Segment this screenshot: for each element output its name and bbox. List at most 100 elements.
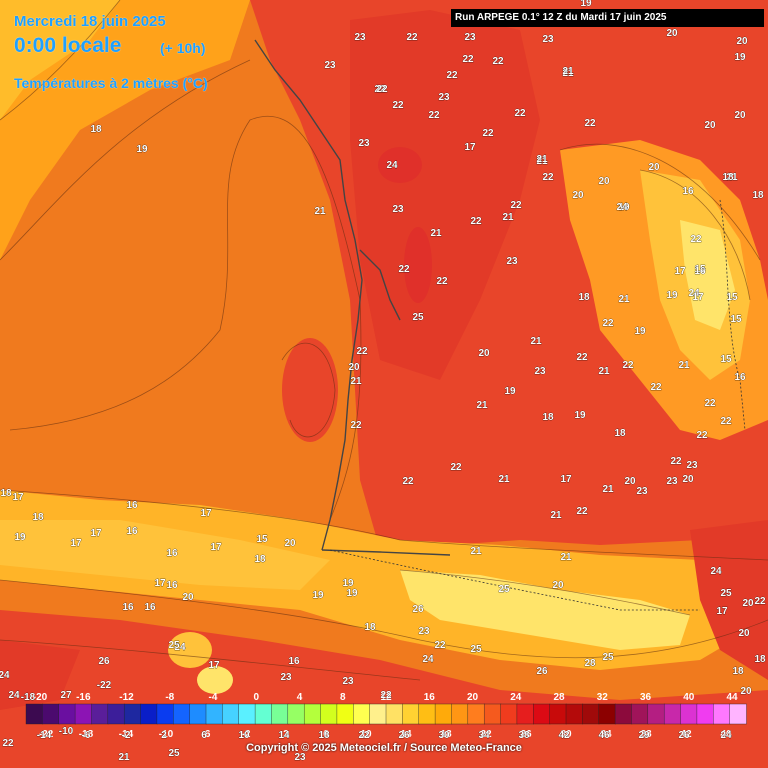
legend-swatch [614, 703, 633, 725]
temperature-value-label: 21 [350, 376, 362, 387]
temperature-value-label: 28 [584, 658, 596, 669]
temperature-value-label: 18 [0, 488, 12, 499]
legend-swatch [369, 703, 387, 725]
temperature-value-label: 20 [598, 176, 610, 187]
temperature-value-label: 17 [674, 266, 686, 277]
temperature-value-label: 20 [572, 190, 584, 201]
legend-bottom-label: -6 [202, 729, 211, 740]
temperature-value-label: 20 [666, 28, 678, 39]
temperature-value-label: 23 [636, 486, 648, 497]
temperature-value-label: 24 [616, 202, 628, 213]
temperature-value-label: 22 [482, 128, 494, 139]
temperature-value-label: 20 [738, 628, 750, 639]
legend-swatch [173, 703, 191, 725]
temperature-value-label: 10 [238, 730, 250, 741]
legend-bottom-label: -22 [39, 729, 54, 740]
temperature-value-label: 23 [438, 92, 450, 103]
forecast-date: Mercredi 18 juin 2025 [14, 13, 166, 30]
temperature-value-label: 18 [732, 666, 744, 677]
legend-top-label: 36 [640, 692, 652, 703]
temperature-value-label: 25 [168, 748, 180, 759]
temperature-value-label: 22 [670, 456, 682, 467]
temperature-value-label: 17 [716, 606, 728, 617]
temperature-value-label: 19 [666, 290, 678, 301]
legend-swatch [189, 703, 207, 725]
temperature-value-label: 16 [734, 372, 746, 383]
temperature-value-label: 18 [254, 554, 266, 565]
temperature-value-label: 19 [574, 410, 586, 421]
legend-swatch [565, 703, 584, 725]
legend-swatch [483, 703, 502, 725]
legend-swatch [451, 703, 469, 725]
temperature-value-label: -6 [82, 730, 91, 741]
temperature-value-label: 21 [562, 66, 574, 77]
temperature-value-label: 21 [678, 360, 690, 371]
temperature-value-label: 16 [126, 500, 138, 511]
temperature-value-label: 23 [324, 60, 336, 71]
borders [329, 199, 746, 611]
temperature-value-label: 16 [126, 526, 138, 537]
legend-top-label: 16 [424, 692, 436, 703]
temperature-value-label: 18 [578, 292, 590, 303]
legend-swatch [205, 703, 224, 725]
temperature-value-label: 21 [502, 212, 514, 223]
temperature-value-label: 17 [560, 474, 572, 485]
coastlines [254, 39, 451, 556]
temperature-value-label: 24 [0, 670, 10, 681]
legend-swatch [156, 703, 174, 725]
temperature-value-label: -2 [122, 730, 131, 741]
temperature-value-label: 21 [562, 68, 574, 79]
legend-swatch [91, 703, 109, 725]
temperature-value-label: 20 [682, 474, 694, 485]
legend-swatch [434, 703, 453, 725]
legend-bottom-label: 30 [560, 729, 572, 740]
temperature-value-label: 26 [678, 730, 690, 741]
legend-swatch [533, 703, 551, 725]
legend-top-label: 24 [510, 692, 522, 703]
temperature-value-label: 22 [754, 596, 766, 607]
temperature-value-label: 19 [14, 532, 26, 543]
legend-swatch [271, 703, 289, 725]
temperature-value-label: 22 [462, 54, 474, 65]
legend-top-label: -4 [209, 692, 218, 703]
legend-swatch [123, 703, 142, 725]
temperature-value-label: 15 [730, 314, 742, 325]
color-legend-bar: -20 -16 -12 -8 -4 0 4 8 12 16 20 24 28 32 36 40 44-22 -18… [25, 692, 747, 740]
temperature-value-label: 20 [734, 110, 746, 121]
temperature-value-label: 38 [518, 730, 530, 741]
temperature-value-label: 19 [734, 52, 746, 63]
temperature-value-label: -18 [21, 692, 36, 703]
temperature-value-label: 21 [536, 156, 548, 167]
temperature-value-label: 15 [256, 534, 268, 545]
temperature-value-label: 21 [498, 474, 510, 485]
temperature-value-label: 24 [720, 730, 732, 741]
temperature-value-label: 19 [136, 144, 148, 155]
temperature-value-label: 15 [720, 354, 732, 365]
temperature-value-label: 19 [312, 590, 324, 601]
legend-top-label: 0 [254, 692, 260, 703]
temperature-value-label: 18 [364, 622, 376, 633]
temperature-value-label: 21 [536, 154, 548, 165]
temperature-value-label: 23 [418, 626, 430, 637]
temperature-value-label: 21 [602, 484, 614, 495]
temperature-value-label: 22 [392, 100, 404, 111]
temperature-value-label: 20 [552, 580, 564, 591]
temperature-value-label: 22 [358, 730, 370, 741]
temperature-value-label: 22 [380, 690, 392, 701]
temperature-value-label: 17 [90, 528, 102, 539]
temperature-value-label: 23 [464, 32, 476, 43]
temperature-value-label: 15 [694, 264, 706, 275]
temperature-value-label: 29 [638, 730, 650, 741]
temperature-value-label: 17 [12, 492, 24, 503]
temperature-value-label: 24 [710, 566, 722, 577]
legend-bottom-label: 38 [640, 729, 652, 740]
temperature-value-label: 23 [294, 752, 306, 763]
temperature-value-label: 21 [550, 510, 562, 521]
temperature-value-label: 20 [348, 362, 360, 373]
temperature-value-label: 22 [720, 416, 732, 427]
temperature-value-label: 2 [161, 730, 167, 741]
legend-swatch [238, 703, 256, 725]
legend-swatch [353, 703, 371, 725]
temperature-value-label: 22 [510, 200, 522, 211]
legend-swatch [467, 703, 485, 725]
